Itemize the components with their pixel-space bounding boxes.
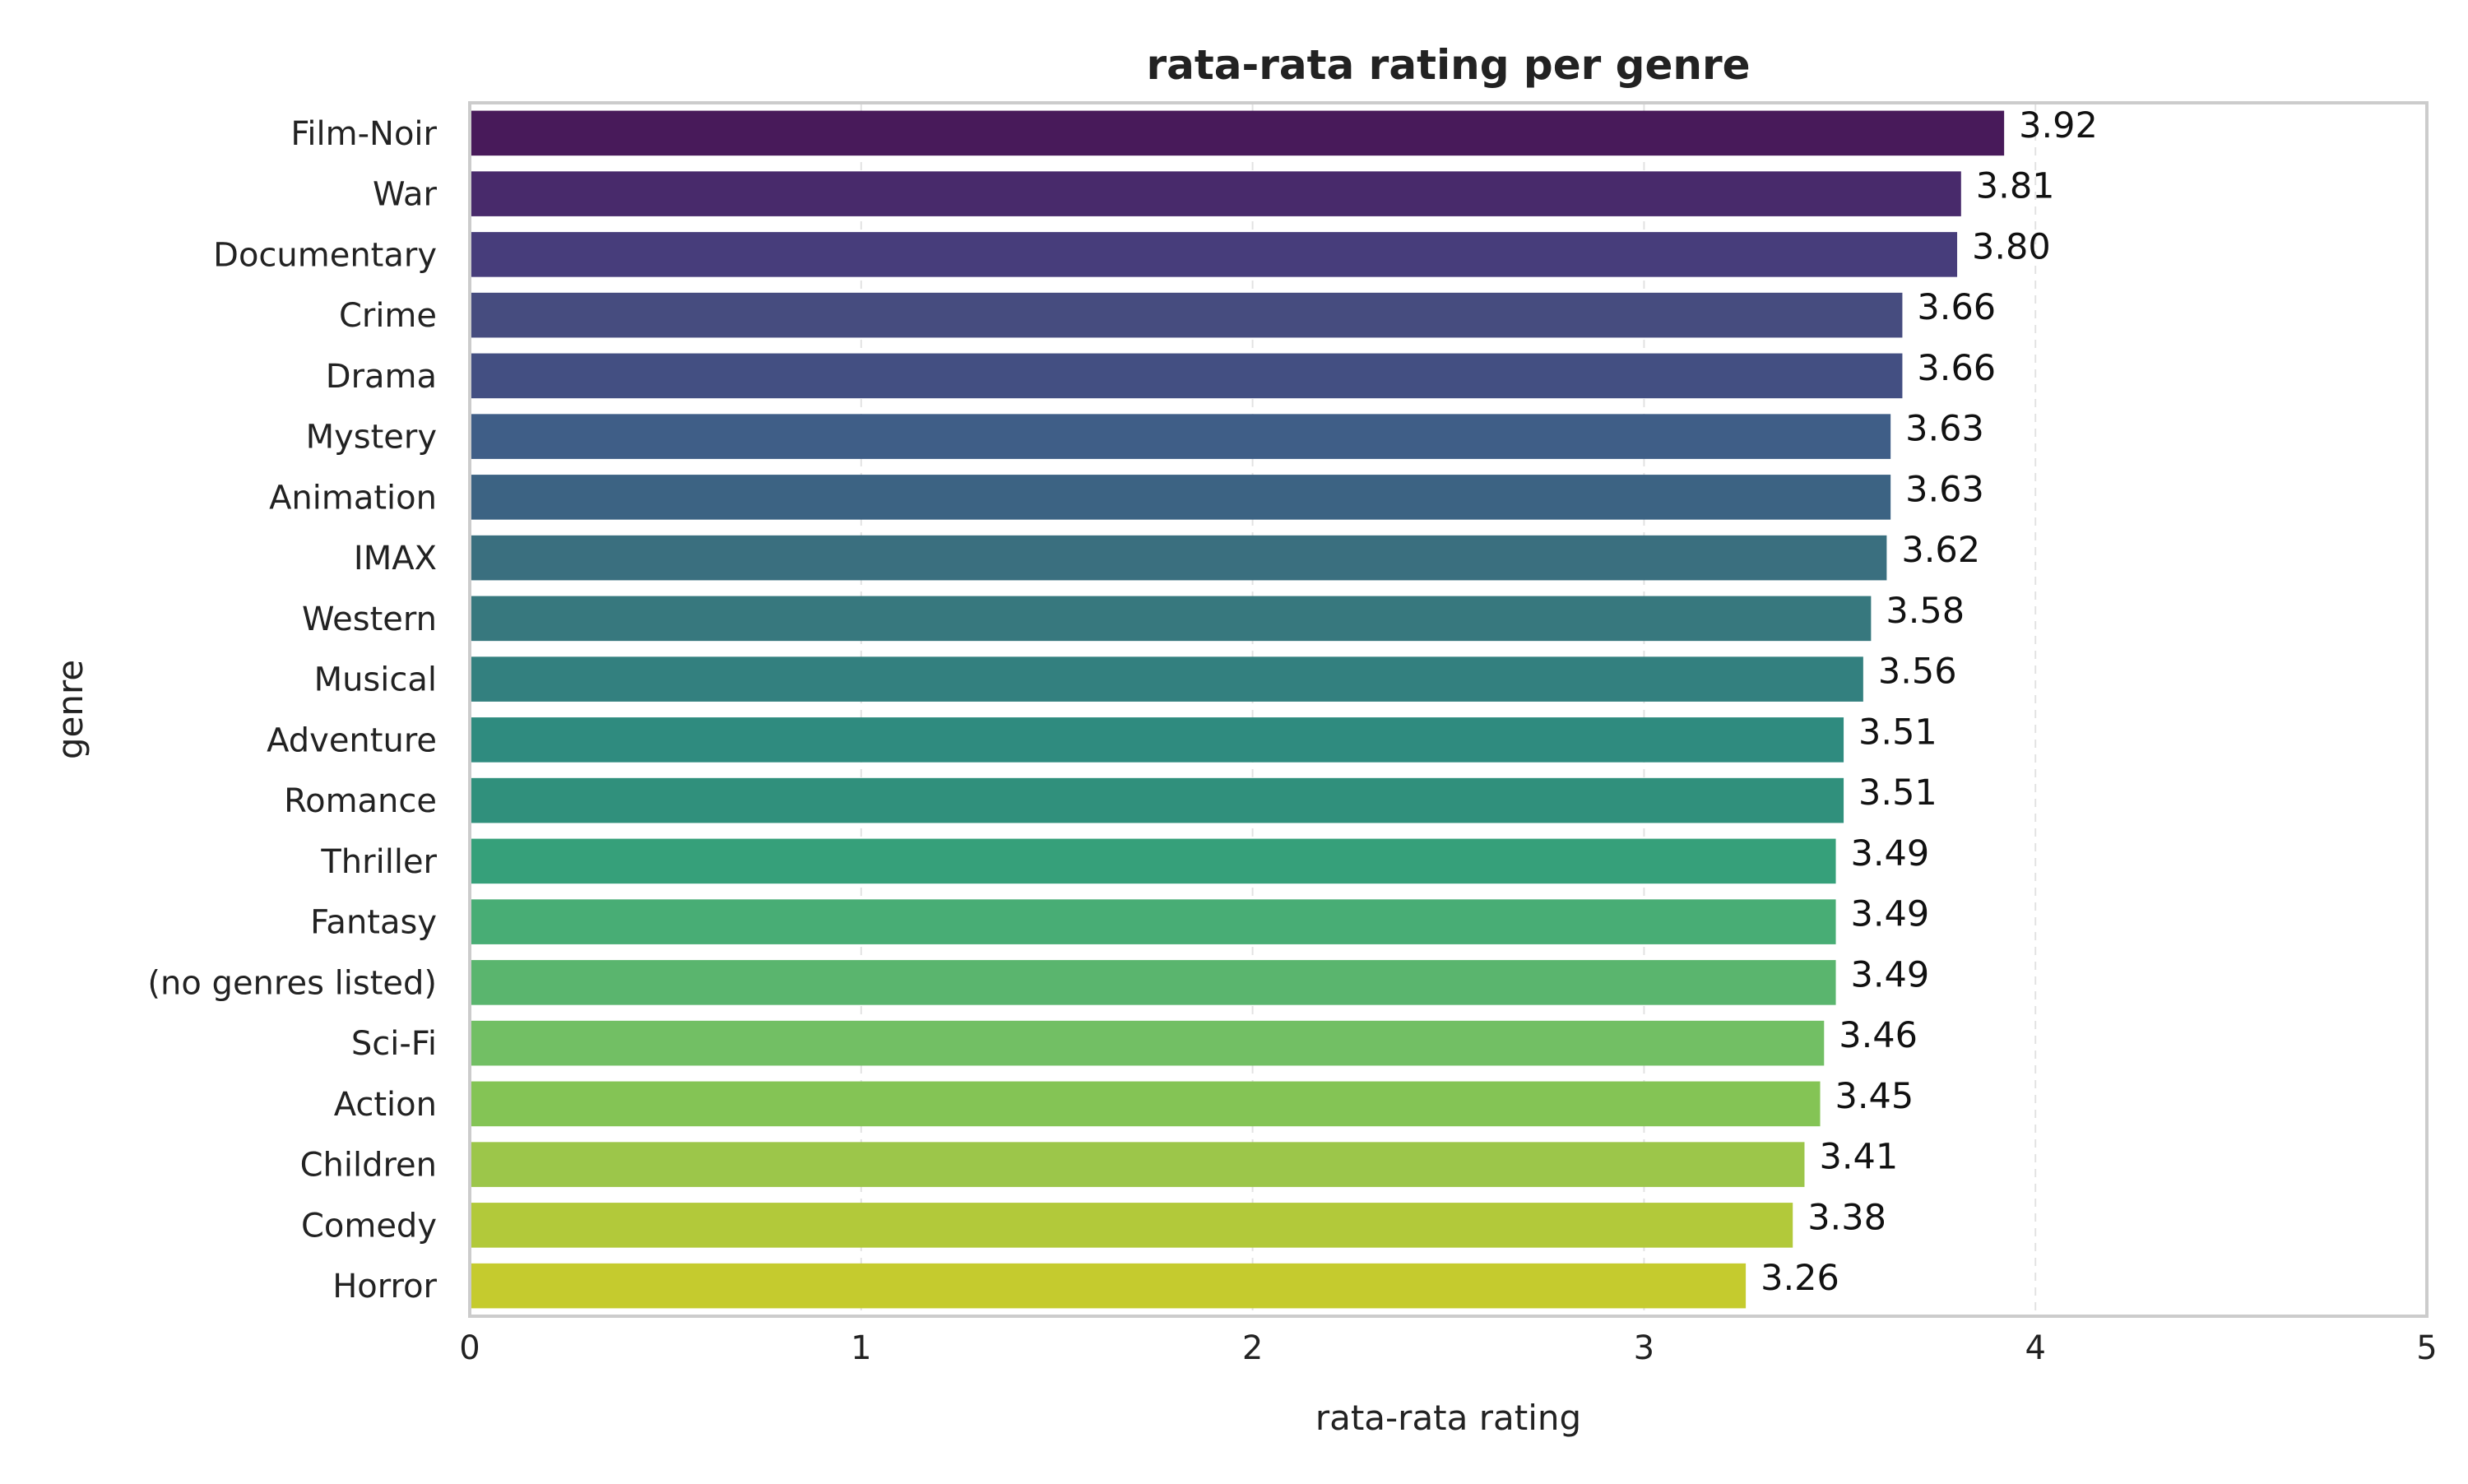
value-label-layer: 3.92 3.81 3.80 3.66 3.66 3.63 3.63 3.62 3.58 3.56… bbox=[1761, 105, 2098, 1299]
y-category-label: Horror bbox=[332, 1268, 437, 1305]
x-tick-label: 3 bbox=[1634, 1329, 1654, 1367]
y-category-label: Romance bbox=[284, 782, 437, 820]
x-tick-label: 1 bbox=[851, 1329, 871, 1367]
bar-value-label: 3.38 bbox=[1807, 1197, 1886, 1238]
y-category-label: Thriller bbox=[320, 843, 437, 881]
x-tick-label: 5 bbox=[2416, 1329, 2437, 1367]
y-category-label: War bbox=[373, 176, 438, 214]
bar bbox=[470, 292, 1903, 338]
grid-layer bbox=[860, 103, 2037, 1316]
bar-layer bbox=[470, 110, 2005, 1309]
y-category-layer: Film-Noir War Documentary Crime Drama Mystery… bbox=[147, 115, 437, 1305]
bar-value-label: 3.49 bbox=[1851, 954, 1930, 995]
bar-value-label: 3.56 bbox=[1878, 652, 1957, 693]
bar bbox=[470, 899, 1836, 944]
plot-frame bbox=[468, 101, 2429, 1318]
y-category-label: Musical bbox=[314, 661, 437, 699]
bar bbox=[470, 1263, 1747, 1309]
y-category-label: Fantasy bbox=[310, 904, 437, 942]
y-category-label: Drama bbox=[326, 358, 437, 396]
y-category-label: Crime bbox=[339, 297, 437, 335]
bar bbox=[470, 1020, 1825, 1066]
bar bbox=[470, 717, 1844, 763]
bar-value-label: 3.66 bbox=[1917, 348, 1996, 389]
bar-value-label: 3.51 bbox=[1858, 772, 1937, 814]
y-category-label: Comedy bbox=[301, 1207, 437, 1245]
x-tick-label: 0 bbox=[459, 1329, 480, 1367]
bar-value-label: 3.45 bbox=[1835, 1076, 1914, 1117]
x-tick-label: 2 bbox=[1242, 1329, 1263, 1367]
bar bbox=[470, 1081, 1821, 1127]
bar-value-label: 3.81 bbox=[1976, 166, 2055, 207]
y-category-label: (no genres listed) bbox=[147, 964, 437, 1002]
y-category-label: IMAX bbox=[354, 540, 437, 577]
bar bbox=[470, 232, 1958, 277]
bar bbox=[470, 1203, 1793, 1248]
x-axis-label: rata-rata rating bbox=[1315, 1398, 1581, 1438]
y-category-label: Adventure bbox=[267, 721, 437, 759]
y-category-label: Film-Noir bbox=[290, 115, 437, 153]
bar-value-label: 3.66 bbox=[1917, 287, 1996, 328]
bar-value-label: 3.49 bbox=[1851, 833, 1930, 874]
bar-value-label: 3.63 bbox=[1905, 409, 1984, 450]
bar bbox=[470, 1142, 1805, 1187]
x-tick-layer: 0 1 2 3 4 5 bbox=[459, 1329, 2437, 1367]
bar-value-label: 3.26 bbox=[1761, 1258, 1839, 1299]
y-category-label: Action bbox=[334, 1086, 437, 1124]
y-category-label: Animation bbox=[269, 479, 437, 517]
bar-value-label: 3.62 bbox=[1901, 530, 1980, 571]
bar bbox=[470, 838, 1836, 884]
y-category-label: Western bbox=[302, 601, 437, 638]
x-tick-label: 4 bbox=[2025, 1329, 2045, 1367]
bar bbox=[470, 414, 1891, 459]
bar-value-label: 3.58 bbox=[1886, 591, 1965, 632]
bar-value-label: 3.80 bbox=[1972, 226, 2051, 267]
y-category-label: Children bbox=[300, 1147, 437, 1185]
bar bbox=[470, 535, 1887, 581]
bar-value-label: 3.49 bbox=[1851, 894, 1930, 935]
bar bbox=[470, 596, 1872, 642]
bar bbox=[470, 475, 1891, 520]
y-axis-label: genre bbox=[50, 660, 90, 759]
bar-value-label: 3.46 bbox=[1839, 1015, 1918, 1056]
bar bbox=[470, 353, 1903, 399]
y-category-label: Mystery bbox=[306, 419, 437, 457]
chart-title: rata-rata rating per genre bbox=[1146, 41, 1750, 89]
bar bbox=[470, 171, 1961, 216]
bar bbox=[470, 777, 1844, 823]
bar bbox=[470, 960, 1836, 1005]
bar-value-label: 3.63 bbox=[1905, 469, 1984, 510]
bar bbox=[470, 110, 2005, 156]
bar-value-label: 3.41 bbox=[1819, 1137, 1898, 1178]
bar-value-label: 3.92 bbox=[2019, 105, 2098, 146]
y-category-label: Documentary bbox=[213, 236, 437, 274]
bar bbox=[470, 656, 1863, 702]
bar-value-label: 3.51 bbox=[1858, 712, 1937, 753]
y-category-label: Sci-Fi bbox=[351, 1025, 437, 1063]
